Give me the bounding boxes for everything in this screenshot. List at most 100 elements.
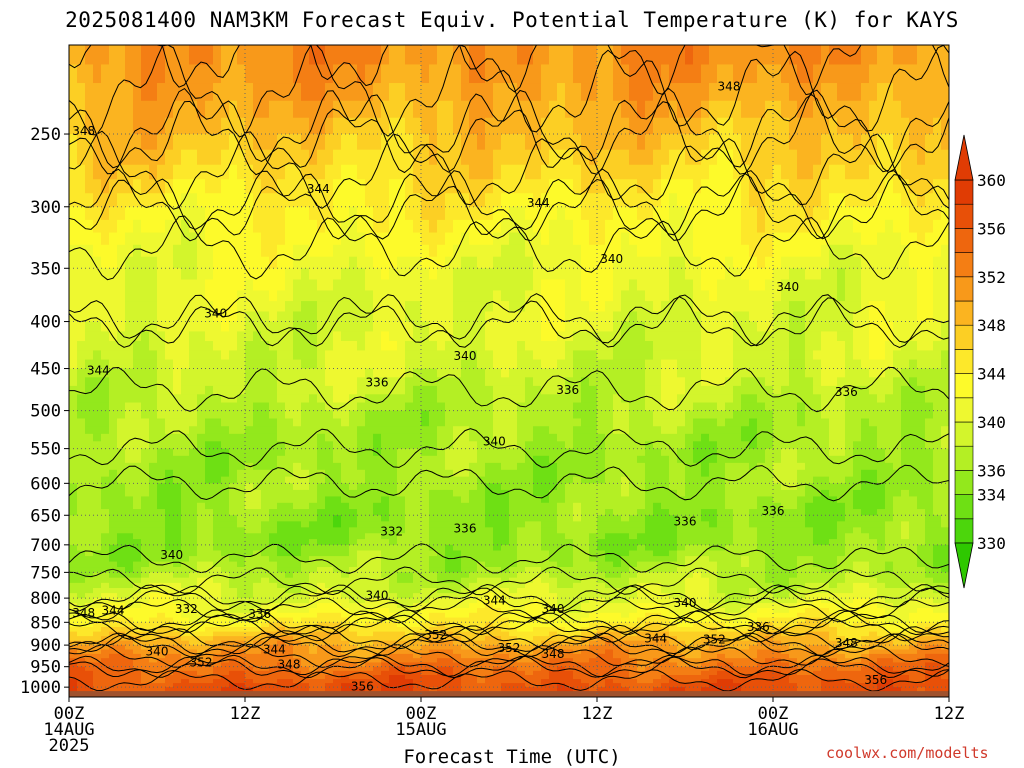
field-cell: [93, 290, 102, 302]
field-cell: [205, 533, 214, 540]
field-cell: [85, 675, 94, 680]
field-cell: [293, 527, 302, 534]
field-cell: [469, 100, 478, 119]
field-cell: [509, 206, 518, 221]
field-cell: [237, 377, 246, 387]
field-cell: [413, 567, 422, 573]
field-cell: [533, 626, 542, 633]
field-cell: [413, 83, 422, 102]
field-cell: [445, 418, 454, 427]
field-cell: [141, 544, 150, 552]
field-cell: [533, 588, 542, 594]
field-cell: [269, 193, 278, 208]
field-cell: [189, 455, 198, 464]
field-cell: [357, 418, 366, 427]
field-cell: [365, 550, 374, 557]
field-cell: [93, 567, 102, 573]
field-cell: [541, 496, 550, 504]
field-cell: [165, 448, 174, 457]
field-cell: [365, 687, 374, 692]
field-cell: [181, 582, 190, 589]
field-cell: [85, 509, 94, 516]
field-cell: [117, 572, 126, 579]
field-cell: [189, 290, 198, 302]
field-cell: [245, 441, 254, 450]
field-cell: [445, 662, 454, 668]
field-cell: [141, 577, 150, 584]
field-cell: [309, 533, 318, 540]
field-cell: [445, 496, 454, 504]
field-cell: [525, 593, 534, 599]
field-cell: [157, 455, 166, 464]
field-cell: [157, 476, 166, 484]
field-cell: [269, 448, 278, 457]
field-cell: [117, 670, 126, 676]
field-cell: [301, 582, 310, 589]
field-cell: [149, 622, 158, 628]
field-cell: [125, 290, 134, 302]
field-cell: [85, 268, 94, 281]
field-cell: [429, 469, 438, 478]
field-cell: [277, 509, 286, 516]
field-cell: [293, 662, 302, 668]
field-cell: [261, 418, 270, 427]
field-cell: [165, 64, 174, 84]
field-cell: [85, 179, 94, 194]
field-cell: [197, 527, 206, 534]
field-cell: [205, 469, 214, 478]
field-cell: [429, 666, 438, 672]
field-cell: [69, 662, 78, 668]
field-cell: [485, 683, 494, 688]
field-cell: [485, 232, 494, 246]
field-cell: [381, 402, 390, 412]
field-cell: [341, 489, 350, 498]
field-cell: [349, 687, 358, 692]
field-cell: [341, 244, 350, 258]
field-cell: [453, 426, 462, 435]
field-cell: [181, 649, 190, 655]
field-cell: [245, 662, 254, 668]
field-cell: [181, 687, 190, 692]
field-cell: [469, 301, 478, 313]
field-cell: [341, 455, 350, 464]
field-cell: [421, 368, 430, 378]
field-cell: [69, 83, 78, 102]
field-cell: [69, 598, 78, 604]
field-cell: [373, 567, 382, 573]
field-cell: [261, 489, 270, 498]
field-cell: [285, 469, 294, 478]
field-cell: [181, 679, 190, 684]
field-cell: [165, 567, 174, 573]
field-cell: [269, 279, 278, 292]
field-cell: [517, 219, 526, 234]
field-cell: [357, 331, 366, 342]
field-cell: [453, 556, 462, 563]
field-cell: [205, 232, 214, 246]
field-cell: [349, 539, 358, 546]
field-cell: [77, 598, 86, 604]
field-cell: [205, 502, 214, 510]
field-cell: [269, 83, 278, 102]
field-cell: [165, 117, 174, 135]
field-cell: [325, 577, 334, 584]
field-cell: [77, 100, 86, 119]
field-cell: [445, 631, 454, 637]
field-cell: [85, 588, 94, 594]
field-cell: [77, 418, 86, 427]
field-cell: [325, 533, 334, 540]
field-cell: [77, 469, 86, 478]
field-cell: [509, 321, 518, 333]
field-cell: [317, 377, 326, 387]
field-cell: [397, 687, 406, 692]
field-cell: [133, 368, 142, 378]
field-cell: [245, 256, 254, 269]
field-cell: [133, 502, 142, 510]
field-cell: [485, 662, 494, 668]
field-cell: [373, 550, 382, 557]
field-cell: [365, 640, 374, 646]
field-cell: [453, 509, 462, 516]
field-cell: [181, 385, 190, 395]
field-cell: [461, 402, 470, 412]
field-cell: [381, 410, 390, 420]
field-cell: [85, 321, 94, 333]
